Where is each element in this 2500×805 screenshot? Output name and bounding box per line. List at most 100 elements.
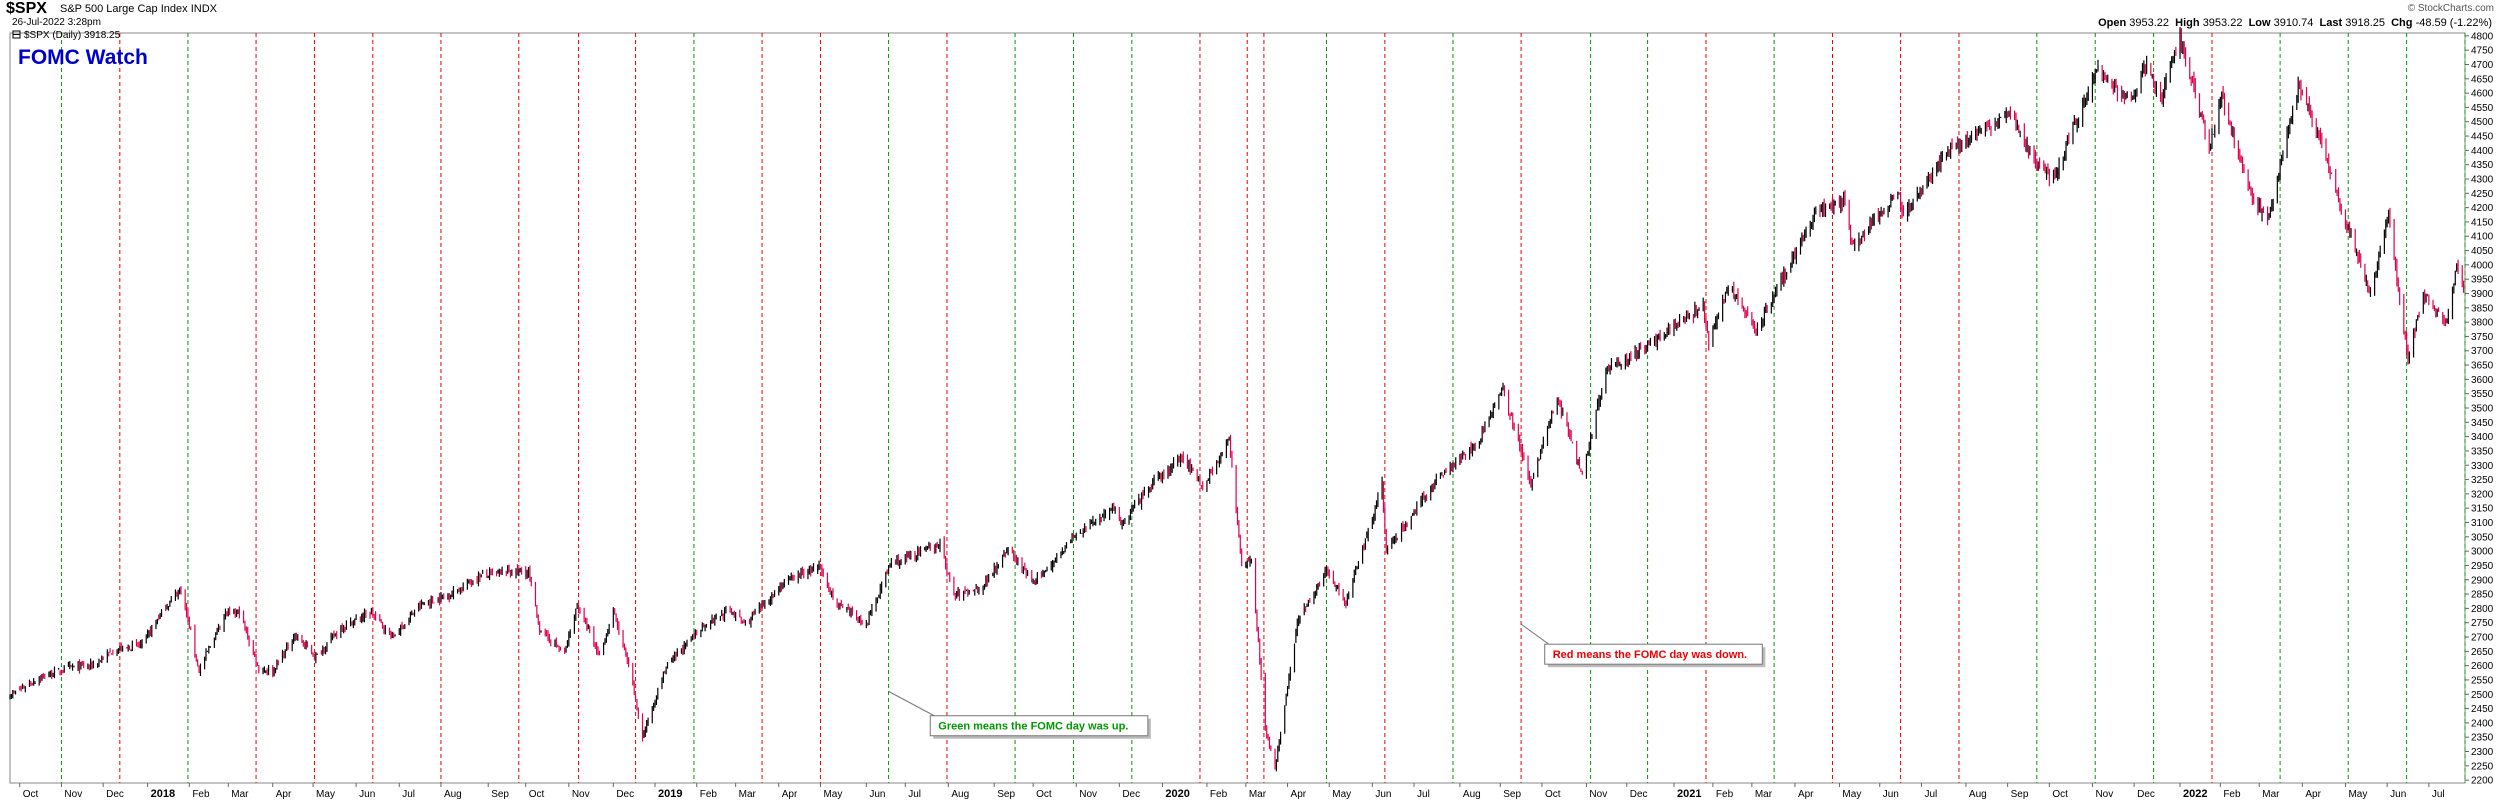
x-tick-label: May <box>316 789 335 800</box>
y-tick-label: 3750 <box>2471 332 2494 343</box>
x-tick-label: Aug <box>1969 789 1987 800</box>
y-tick-label: 3250 <box>2471 475 2494 486</box>
last-label: Last <box>2319 17 2343 29</box>
y-tick-label: 3200 <box>2471 489 2494 500</box>
y-tick-label: 4600 <box>2471 89 2494 100</box>
y-tick-label: 2700 <box>2471 633 2494 644</box>
y-tick-label: 3150 <box>2471 504 2494 515</box>
y-tick-label: 2350 <box>2471 733 2494 744</box>
y-tick-label: 2900 <box>2471 575 2494 586</box>
x-tick-label: Sep <box>997 789 1015 800</box>
open-label: Open <box>2098 17 2127 29</box>
x-tick-label: Jun <box>869 789 885 800</box>
y-tick-label: 2550 <box>2471 675 2494 686</box>
y-tick-label: 3800 <box>2471 318 2494 329</box>
chart-index-name: S&P 500 Large Cap Index INDX <box>60 3 217 15</box>
y-tick-label: 4650 <box>2471 74 2494 85</box>
y-tick-label: 4800 <box>2471 31 2494 42</box>
exchange-label: INDX <box>190 3 217 15</box>
y-tick-label: 4550 <box>2471 103 2494 114</box>
x-tick-label: 2020 <box>1165 788 1189 800</box>
x-tick-label: 2019 <box>658 788 682 800</box>
y-tick-label: 3600 <box>2471 375 2494 386</box>
x-tick-label: Apr <box>1291 789 1307 800</box>
annotation-1: Green means the FOMC day was up. <box>888 690 1151 739</box>
y-tick-label: 3400 <box>2471 432 2494 443</box>
x-tick-label: 2022 <box>2183 788 2207 800</box>
x-tick-label: Jul <box>1924 789 1937 800</box>
y-tick-label: 2800 <box>2471 604 2494 615</box>
x-tick-label: Jul <box>402 789 415 800</box>
x-tick-label: Sep <box>1503 789 1521 800</box>
y-tick-label: 2500 <box>2471 690 2494 701</box>
chart-datetime: 26-Jul-2022 3:28pm <box>12 17 101 28</box>
chart-brand: © StockCharts.com <box>2407 3 2494 14</box>
legend: $SPX (Daily) 3918.25 <box>12 30 121 41</box>
open-value: 3953.22 <box>2129 17 2170 29</box>
x-tick-label: Aug <box>951 789 969 800</box>
x-tick-label: Aug <box>1463 789 1481 800</box>
x-tick-label: Jul <box>1417 789 1430 800</box>
annotation-text: Red means the FOMC day was down. <box>1553 649 1747 661</box>
x-tick-label: Mar <box>1249 789 1267 800</box>
low-label: Low <box>2248 17 2271 29</box>
y-tick-label: 4000 <box>2471 260 2494 271</box>
x-tick-label: Nov <box>572 789 590 800</box>
y-tick-label: 4300 <box>2471 174 2494 185</box>
fomc-lines <box>60 33 2466 783</box>
y-tick-label: 2300 <box>2471 747 2494 758</box>
y-tick-label: 4500 <box>2471 117 2494 128</box>
x-tick-label: Feb <box>1716 789 1734 800</box>
y-tick-label: 4450 <box>2471 132 2494 143</box>
y-tick-label: 3050 <box>2471 532 2494 543</box>
low-value: 3910.74 <box>2273 17 2314 29</box>
annotation-text: Green means the FOMC day was up. <box>938 721 1128 733</box>
x-tick-label: Nov <box>64 789 82 800</box>
y-tick-label: 2950 <box>2471 561 2494 572</box>
x-tick-label: Dec <box>1122 789 1140 800</box>
x-tick-label: Feb <box>700 789 718 800</box>
high-value: 3953.22 <box>2202 17 2243 29</box>
y-tick-label: 4400 <box>2471 146 2494 157</box>
y-tick-label: 3500 <box>2471 404 2494 415</box>
x-tick-label: Apr <box>782 789 798 800</box>
x-tick-label: Dec <box>2137 789 2155 800</box>
plot-area <box>9 32 2466 784</box>
x-tick-label: Apr <box>2305 789 2321 800</box>
x-tick-label: Dec <box>616 789 634 800</box>
y-tick-label: 2200 <box>2471 776 2494 787</box>
y-tick-label: 3100 <box>2471 518 2494 529</box>
x-tick-label: Aug <box>444 789 462 800</box>
y-tick-label: 3700 <box>2471 346 2494 357</box>
y-tick-label: 2650 <box>2471 647 2494 658</box>
x-tick-label: Mar <box>231 789 249 800</box>
x-tick-label: May <box>1842 789 1861 800</box>
y-tick-label: 3550 <box>2471 389 2494 400</box>
last-value: 3918.25 <box>2345 17 2385 29</box>
y-tick-label: 3650 <box>2471 361 2494 372</box>
x-tick-label: Sep <box>491 789 509 800</box>
chart-title: FOMC Watch <box>18 46 148 69</box>
x-tick-label: Dec <box>1630 789 1648 800</box>
y-tick-label: 3450 <box>2471 418 2494 429</box>
x-tick-label: Mar <box>739 789 757 800</box>
x-tick-label: Apr <box>1798 789 1814 800</box>
legend-entry: $SPX (Daily) 3918.25 <box>24 30 121 41</box>
x-tick-label: Jul <box>2432 789 2445 800</box>
x-tick-label: 2021 <box>1677 788 1701 800</box>
chg-value: -48.59 (-1.22%) <box>2415 17 2492 29</box>
x-axis: Oct Nov Dec 2018 Feb Mar Apr May Jun Jul Aug Sep Oct… <box>19 783 2445 800</box>
x-tick-label: May <box>2348 789 2367 800</box>
x-tick-label: Oct <box>529 789 545 800</box>
x-tick-label: May <box>823 789 842 800</box>
y-tick-label: 2850 <box>2471 590 2494 601</box>
y-tick-label: 4050 <box>2471 246 2494 257</box>
y-tick-label: 4750 <box>2471 46 2494 57</box>
y-tick-label: 2250 <box>2471 761 2494 772</box>
chart-symbol: $SPX <box>6 0 47 17</box>
x-tick-label: Mar <box>1755 789 1773 800</box>
y-tick-label: 2400 <box>2471 718 2494 729</box>
index-name: S&P 500 Large Cap Index <box>60 3 188 15</box>
